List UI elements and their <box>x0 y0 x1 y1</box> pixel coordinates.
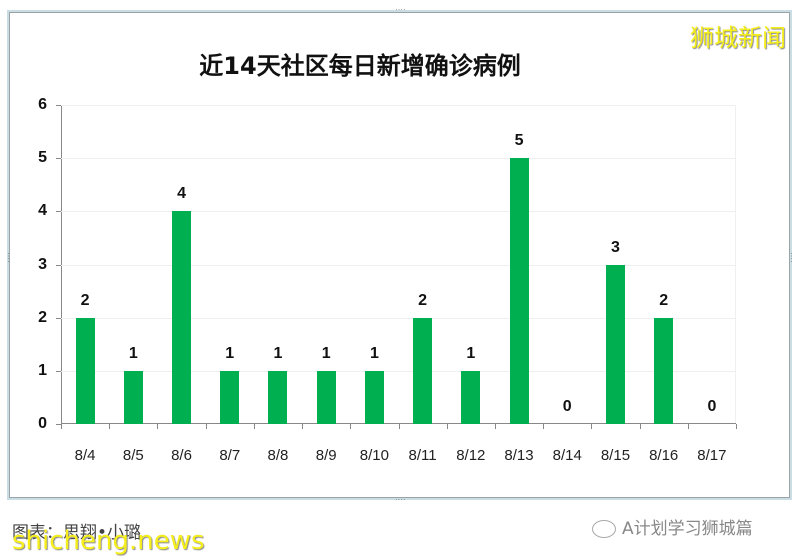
x-tick-label: 8/6 <box>171 447 192 464</box>
x-tick-label: 8/15 <box>600 447 631 464</box>
x-tick <box>687 424 689 429</box>
x-tick <box>736 424 737 429</box>
y-tick-label: 4 <box>38 202 47 220</box>
x-tick <box>109 424 111 429</box>
x-tick-label: 8/14 <box>552 447 582 464</box>
bar-value-label: 1 <box>321 344 331 362</box>
x-tick <box>205 424 207 429</box>
x-tick-label: 8/9 <box>315 447 337 464</box>
y-tick-label: 0 <box>38 415 47 432</box>
bar[interactable] <box>605 264 625 424</box>
x-tick <box>639 424 641 429</box>
x-tick-label: 8/12 <box>456 447 486 464</box>
bar[interactable] <box>413 317 433 424</box>
bar-value-label: 3 <box>611 238 620 256</box>
x-tick-label: 8/17 <box>697 447 727 464</box>
bar[interactable] <box>268 370 288 424</box>
watermark-bottom: shicheng.news <box>12 526 205 556</box>
y-tick-label: 5 <box>38 149 47 167</box>
resize-handle-left[interactable]: ···· <box>4 252 13 263</box>
gridline <box>61 211 736 213</box>
bar-value-label: 1 <box>273 344 283 362</box>
y-tick <box>56 317 61 319</box>
y-tick <box>56 158 61 160</box>
bar[interactable] <box>364 370 384 424</box>
y-tick-label: 2 <box>38 308 47 326</box>
bar[interactable] <box>509 158 529 424</box>
bar-value-label: 1 <box>466 344 476 362</box>
bar-value-label: 4 <box>177 185 186 203</box>
x-tick <box>302 424 304 429</box>
gridline <box>61 158 736 160</box>
y-tick-label: 3 <box>38 255 47 273</box>
bar[interactable] <box>75 317 95 424</box>
bar-value-label: 5 <box>514 132 524 150</box>
wechat-icon <box>592 520 616 538</box>
y-tick <box>56 370 61 372</box>
gridline <box>61 105 736 106</box>
wechat-account-name: A计划学习狮城篇 <box>622 519 753 539</box>
y-tick <box>56 105 61 106</box>
bar[interactable] <box>461 370 481 424</box>
x-tick <box>398 424 400 429</box>
x-tick-label: 8/16 <box>649 447 679 464</box>
x-axis <box>61 423 736 424</box>
bar-value-label: 1 <box>128 344 138 362</box>
y-tick-label: 6 <box>38 96 47 113</box>
y-tick-label: 1 <box>38 361 47 379</box>
resize-handle-bottom[interactable]: ···· <box>395 495 406 504</box>
chart-title: 近14天社区每日新增确诊病例 <box>199 52 521 80</box>
x-tick-label: 8/10 <box>359 447 389 464</box>
x-tick-label: 8/7 <box>219 447 241 464</box>
x-tick-label: 8/11 <box>408 447 437 464</box>
resize-handle-top[interactable]: ···· <box>395 5 406 14</box>
gridline <box>61 317 736 319</box>
bar[interactable] <box>654 317 674 424</box>
bar[interactable] <box>316 370 336 424</box>
bar[interactable] <box>220 370 240 424</box>
x-tick <box>350 424 352 429</box>
plot-area: 0 1 2 3 4 5 6 2 8/4 1 8/5 4 8/6 1 8/7 1 8/8 1 8/9 1 8/10 2 8/1… <box>38 96 737 464</box>
x-tick <box>446 424 448 429</box>
x-tick <box>157 424 159 429</box>
bar-value-label: 1 <box>225 344 235 362</box>
x-tick <box>543 424 545 429</box>
bar-value-label: 2 <box>659 291 669 309</box>
x-tick <box>253 424 255 429</box>
x-tick-label: 8/13 <box>504 447 534 464</box>
x-tick <box>61 424 62 429</box>
x-tick-label: 8/5 <box>122 447 144 464</box>
wechat-account: A计划学习狮城篇 <box>592 514 753 539</box>
bar[interactable] <box>123 370 143 424</box>
bar-value-label: 2 <box>418 291 428 309</box>
gridline <box>61 264 736 266</box>
y-tick <box>56 264 61 266</box>
bar-value-label: 1 <box>369 344 379 362</box>
x-tick <box>591 424 593 429</box>
watermark-top: 狮城新闻 <box>690 24 786 52</box>
y-tick <box>56 211 61 213</box>
chart-credit: 图表：思翔•小璐 <box>12 523 142 543</box>
x-tick <box>494 424 496 429</box>
bar[interactable] <box>172 211 192 424</box>
resize-handle-right[interactable]: ···· <box>787 252 796 263</box>
gridline <box>61 370 736 372</box>
x-tick-label: 8/4 <box>74 447 96 464</box>
bar-value-label: 0 <box>707 398 717 415</box>
x-tick-label: 8/8 <box>267 447 289 464</box>
y-tick <box>56 424 61 425</box>
bar-value-label: 0 <box>562 398 572 415</box>
bar-value-label: 2 <box>80 291 90 309</box>
